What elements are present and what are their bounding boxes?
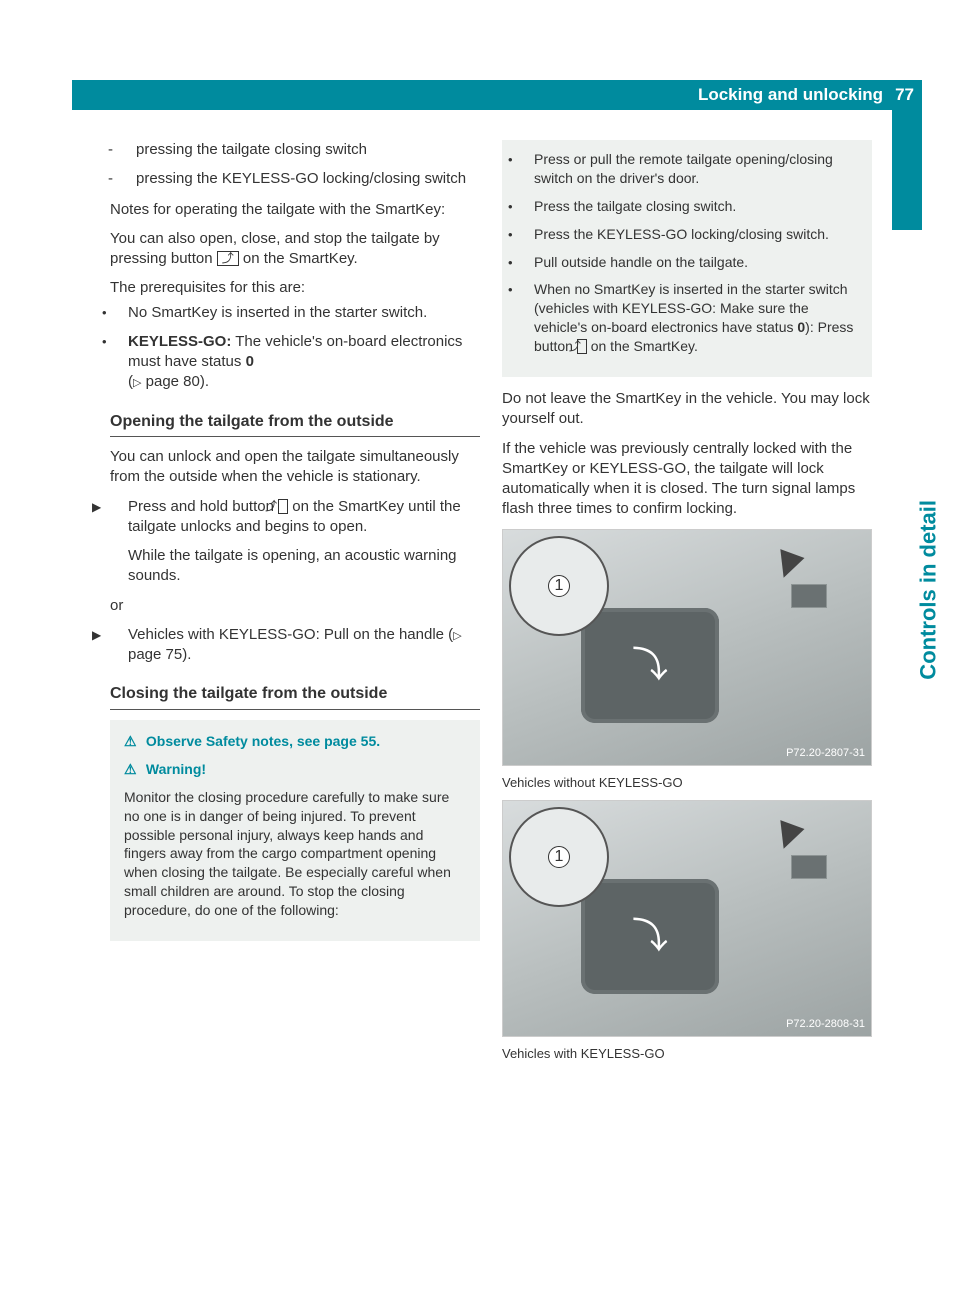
text: Vehicles with KEYLESS-GO: Pull on the ha… — [128, 626, 453, 643]
panel-icon — [791, 855, 827, 879]
dash-icon: - — [122, 140, 136, 160]
rule — [110, 709, 480, 710]
text: Warning! — [146, 761, 206, 777]
callout-circle: 1 — [509, 536, 609, 636]
dot-icon: • — [521, 254, 534, 272]
image-code: P72.20-2808-31 — [786, 1017, 865, 1032]
bullet: •No SmartKey is inserted in the starter … — [110, 303, 480, 323]
dot-icon: • — [115, 333, 128, 351]
right-column: •Press or pull the remote tailgate openi… — [502, 140, 872, 1072]
para: You can also open, close, and stop the t… — [110, 229, 480, 270]
trunk-button-icon: ⤴ — [278, 499, 288, 514]
para: You can unlock and open the tailgate sim… — [110, 447, 480, 488]
dot-icon: • — [521, 151, 534, 169]
para: The prerequisites for this are: — [110, 278, 480, 298]
para: If the vehicle was previously centrally … — [502, 439, 872, 520]
text: Press the KEYLESS-GO locking/closing swi… — [534, 226, 829, 242]
bold: 0 — [797, 319, 805, 335]
side-label: Controls in detail — [916, 500, 942, 680]
callout-1: 1 — [548, 846, 570, 868]
text: No SmartKey is inserted in the starter s… — [128, 304, 427, 321]
warning-box: ⚠ Observe Safety notes, see page 55. ⚠ W… — [110, 720, 480, 941]
header-bar: Locking and unlocking 77 — [72, 80, 922, 110]
tailgate-close-button: ⤵ — [581, 879, 719, 994]
dot-icon: • — [521, 198, 534, 216]
panel-icon — [791, 584, 827, 608]
step: ▶Press and hold button ⤴ on the SmartKey… — [110, 497, 480, 538]
heading: Opening the tailgate from the outside — [110, 411, 480, 433]
step: ▶Vehicles with KEYLESS-GO: Pull on the h… — [110, 625, 480, 666]
bullet: •Press or pull the remote tailgate openi… — [516, 150, 858, 188]
tailgate-close-button: ⤵ — [581, 608, 719, 723]
text: on the SmartKey. — [239, 250, 358, 267]
trunk-button-icon: ⤴ — [217, 251, 239, 266]
page-number: 77 — [895, 85, 914, 105]
figure-caption: Vehicles without KEYLESS-GO — [502, 774, 872, 792]
dot-icon: • — [115, 304, 128, 322]
or-text: or — [110, 596, 480, 616]
bold: 0 — [246, 353, 254, 370]
sub-bullet: -pressing the KEYLESS-GO locking/closing… — [110, 169, 480, 189]
figure-without-keyless: ▼ ⤵ 1 P72.20-2807-31 — [502, 529, 872, 766]
text: pressing the KEYLESS-GO locking/closing … — [136, 170, 466, 187]
rule — [110, 436, 480, 437]
left-column: -pressing the tailgate closing switch -p… — [110, 140, 480, 1072]
trunk-icon: ⤵ — [632, 912, 668, 961]
text: page 80). — [141, 373, 209, 390]
bullet: •When no SmartKey is inserted in the sta… — [516, 280, 858, 356]
text: pressing the tailgate closing switch — [136, 141, 367, 158]
para: Do not leave the SmartKey in the vehicle… — [502, 389, 872, 430]
callout-circle: 1 — [509, 807, 609, 907]
text: Pull outside handle on the tailgate. — [534, 254, 748, 270]
bullet: •Press the tailgate closing switch. — [516, 197, 858, 216]
text: Press and hold button — [128, 498, 278, 515]
image-code: P72.20-2807-31 — [786, 746, 865, 761]
bold: KEYLESS-GO: — [128, 333, 231, 350]
trunk-button-icon: ⤴ — [577, 339, 587, 354]
warning-title: ⚠ Warning! — [124, 760, 466, 779]
dash-icon: - — [122, 169, 136, 189]
warn-icon: ⚠ — [124, 732, 142, 751]
trunk-icon: ⤵ — [632, 641, 668, 690]
page-ref-icon: ▷ — [453, 630, 461, 642]
heading: Closing the tailgate from the outside — [110, 683, 480, 705]
sub-bullet: -pressing the tailgate closing switch — [110, 140, 480, 160]
warn-icon: ⚠ — [124, 760, 142, 779]
callout-1: 1 — [548, 575, 570, 597]
dot-icon: • — [521, 226, 534, 244]
text: page 75). — [128, 646, 191, 663]
para: While the tailgate is opening, an acoust… — [110, 546, 480, 587]
para: Notes for operating the tailgate with th… — [110, 200, 480, 220]
warning-box-cont: •Press or pull the remote tailgate openi… — [502, 140, 872, 377]
step-icon: ▶ — [110, 627, 128, 643]
dot-icon: • — [521, 281, 534, 299]
figure-with-keyless: ▼ ⤵ 1 P72.20-2808-31 — [502, 800, 872, 1037]
text: Press the tailgate closing switch. — [534, 198, 736, 214]
bullet: •Press the KEYLESS-GO locking/closing sw… — [516, 225, 858, 244]
bullet: •Pull outside handle on the tailgate. — [516, 253, 858, 272]
text: Press or pull the remote tailgate openin… — [534, 151, 833, 186]
section-title: Locking and unlocking — [698, 85, 883, 105]
content-area: -pressing the tailgate closing switch -p… — [110, 140, 872, 1072]
safety-note: ⚠ Observe Safety notes, see page 55. — [124, 732, 466, 751]
bullet: •KEYLESS-GO: The vehicle's on-board elec… — [110, 332, 480, 393]
text: Observe Safety notes, see page 55. — [146, 733, 380, 749]
step-icon: ▶ — [110, 499, 128, 515]
figure-caption: Vehicles with KEYLESS-GO — [502, 1045, 872, 1063]
warning-body: Monitor the closing procedure carefully … — [124, 788, 466, 920]
text: on the SmartKey. — [587, 338, 698, 354]
side-tab — [892, 110, 922, 230]
